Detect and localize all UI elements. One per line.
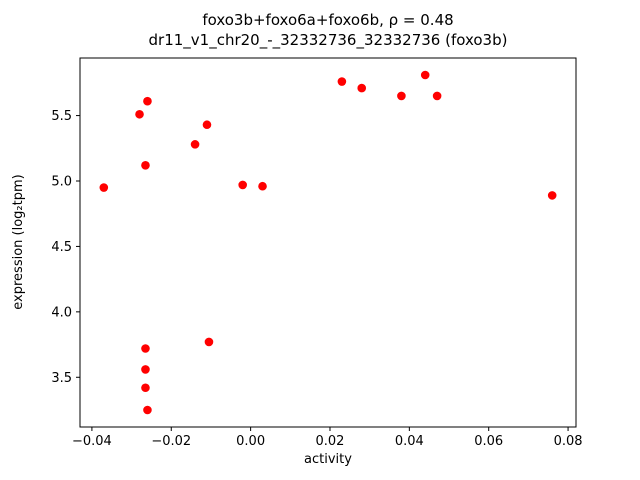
data-point <box>397 91 406 101</box>
x-tick-label: 0.04 <box>395 434 424 449</box>
x-axis-label: activity <box>304 452 352 467</box>
data-point <box>204 337 214 347</box>
data-point <box>547 191 557 200</box>
x-tick-label: 0.02 <box>316 434 345 449</box>
data-point <box>135 109 144 119</box>
data-point <box>337 77 347 86</box>
data-point <box>99 183 109 192</box>
chart-title: foxo3b+foxo6a+foxo6b, ρ = 0.48 <box>202 11 453 29</box>
data-point <box>141 344 150 353</box>
axes-spines <box>79 57 577 428</box>
plot-area: −0.04 −0.02 0.00 0.02 0.04 0.06 0.08 3.5 4.0 4.5 5… <box>51 57 583 449</box>
y-axis-label: expression (log₂tpm) <box>11 174 26 309</box>
data-point <box>357 83 367 93</box>
y-tick-label: 4.5 <box>51 240 72 255</box>
x-tick-label: −0.04 <box>72 434 112 449</box>
data-point <box>432 91 442 101</box>
data-point <box>141 383 150 393</box>
x-tick-label: −0.02 <box>151 434 191 449</box>
data-point <box>238 180 247 190</box>
data-point <box>202 120 212 130</box>
y-tick-label: 5.0 <box>51 175 72 190</box>
x-tick-label: 0.06 <box>474 434 503 449</box>
x-tick-label: 0.08 <box>554 434 583 449</box>
y-tick-label: 5.5 <box>51 109 72 124</box>
x-tick-label: 0.00 <box>236 434 265 449</box>
data-point <box>190 140 200 149</box>
y-tick-label: 3.5 <box>51 371 72 386</box>
data-point <box>143 96 152 106</box>
y-tick-label: 4.0 <box>51 305 72 320</box>
data-point <box>141 365 150 374</box>
data-point <box>258 181 267 191</box>
data-point <box>143 405 152 415</box>
data-point <box>141 160 150 170</box>
chart-subtitle: dr11_v1_chr20_-_32332736_32332736 (foxo3… <box>149 31 508 50</box>
data-point <box>420 70 430 80</box>
